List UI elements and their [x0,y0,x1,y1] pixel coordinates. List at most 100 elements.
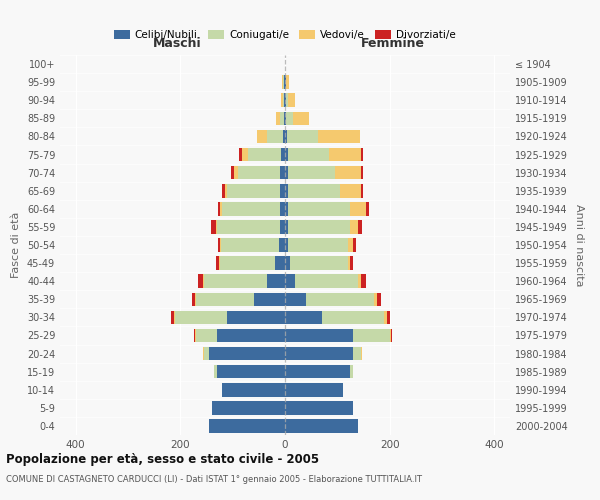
Bar [285,94,295,107]
Bar [285,94,295,107]
Bar [285,256,348,270]
Bar [285,202,369,215]
Bar [280,184,285,198]
Bar [285,130,287,143]
Bar [195,292,285,306]
Bar [285,274,295,288]
Bar [217,328,285,342]
Bar [285,220,358,234]
Bar [203,347,285,360]
Bar [285,166,335,179]
Bar [214,365,285,378]
Bar [285,365,353,378]
Bar [285,401,353,414]
Bar [285,112,309,125]
Bar [285,256,350,270]
Bar [212,401,285,414]
Bar [285,310,385,324]
Bar [238,166,285,179]
Bar [280,166,285,179]
Bar [285,383,343,396]
Bar [220,256,285,270]
Bar [227,310,285,324]
Bar [209,347,285,360]
Bar [220,238,285,252]
Bar [214,365,285,378]
Text: Maschi: Maschi [152,36,202,50]
Bar [285,94,287,107]
Bar [285,202,366,215]
Bar [285,419,358,432]
Bar [285,148,329,162]
Bar [285,238,348,252]
Bar [194,328,285,342]
Bar [222,202,285,215]
Bar [175,310,285,324]
Bar [285,310,387,324]
Bar [280,112,285,125]
Bar [284,112,285,125]
Text: Popolazione per età, sesso e stato civile - 2005: Popolazione per età, sesso e stato civil… [6,452,319,466]
Y-axis label: Fasce di età: Fasce di età [11,212,21,278]
Bar [254,292,285,306]
Bar [281,94,285,107]
Bar [285,76,289,89]
Bar [285,365,353,378]
Bar [275,112,285,125]
Bar [283,76,285,89]
Bar [285,220,287,234]
Bar [234,166,285,179]
Bar [285,202,287,215]
Bar [225,184,285,198]
Bar [217,220,285,234]
Bar [212,401,285,414]
Bar [218,256,285,270]
Bar [285,130,318,143]
Bar [212,401,285,414]
Bar [285,310,322,324]
Bar [195,328,285,342]
Bar [285,112,293,125]
Bar [212,401,285,414]
Bar [285,401,353,414]
Bar [281,148,285,162]
Bar [285,292,306,306]
Bar [222,184,285,198]
Bar [285,166,287,179]
Text: Femmine: Femmine [361,36,425,50]
Bar [285,310,389,324]
Bar [257,130,285,143]
Bar [285,365,350,378]
Bar [196,292,285,306]
Legend: Celibi/Nubili, Coniugati/e, Vedovi/e, Divorziati/e: Celibi/Nubili, Coniugati/e, Vedovi/e, Di… [110,26,460,44]
Bar [285,419,358,432]
Bar [285,347,362,360]
Bar [196,328,285,342]
Bar [285,202,350,215]
Bar [285,365,353,378]
Bar [204,347,285,360]
Bar [204,274,285,288]
Bar [279,238,285,252]
Bar [283,76,285,89]
Bar [285,256,290,270]
Bar [285,184,364,198]
Bar [218,202,285,215]
Bar [218,238,285,252]
Bar [285,274,358,288]
Bar [283,76,285,89]
Bar [280,202,285,215]
Bar [267,130,285,143]
Bar [174,310,285,324]
Bar [285,328,389,342]
Bar [220,202,285,215]
Bar [285,274,366,288]
Bar [285,112,309,125]
Bar [285,76,289,89]
Bar [222,383,285,396]
Bar [285,383,343,396]
Bar [285,401,353,414]
Bar [209,419,285,432]
Bar [257,130,285,143]
Bar [285,238,353,252]
